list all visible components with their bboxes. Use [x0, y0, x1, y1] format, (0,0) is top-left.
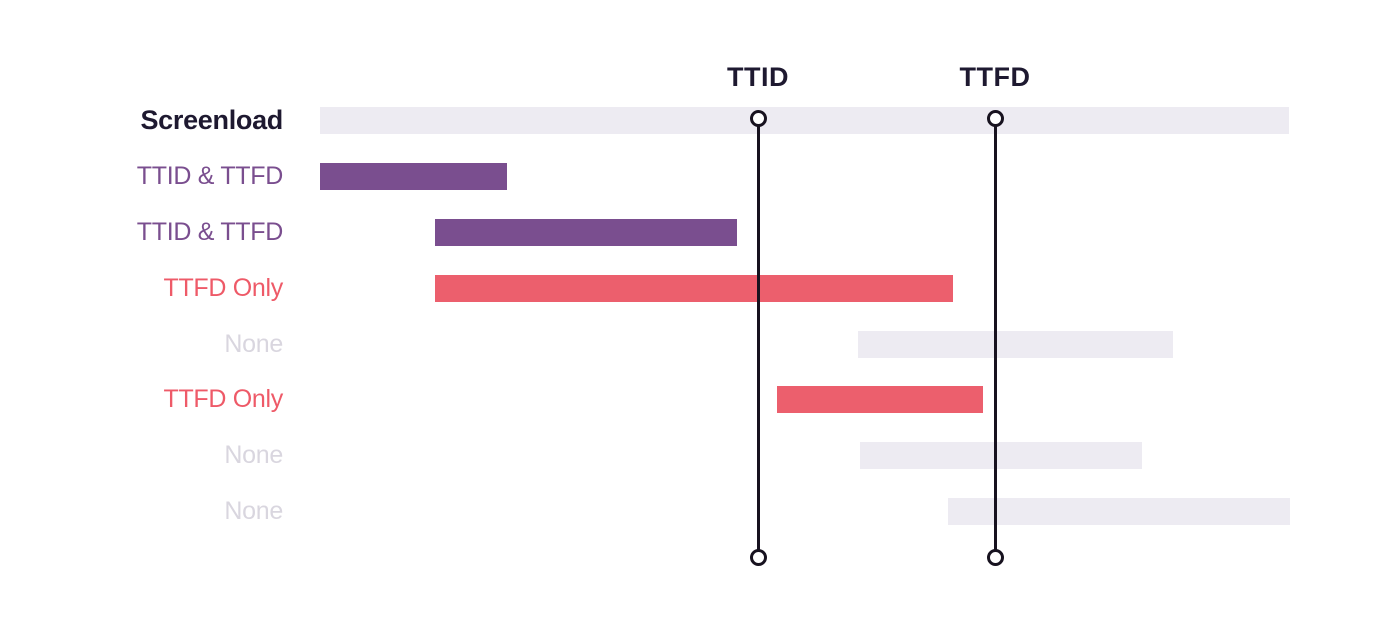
row-label: TTFD Only — [163, 274, 283, 302]
span-bar — [860, 442, 1142, 469]
row-label: None — [224, 441, 283, 469]
row-label: None — [224, 497, 283, 525]
timeline-row: TTID & TTFD — [0, 163, 1400, 190]
span-bar — [858, 331, 1173, 358]
row-label: None — [224, 330, 283, 358]
marker-label-ttid: TTID — [727, 62, 789, 92]
marker-start-circle-ttfd — [986, 109, 1004, 127]
timeline-row: TTFD Only — [0, 386, 1400, 413]
span-bar — [777, 386, 983, 413]
marker-line-ttfd — [993, 118, 997, 557]
row-label: TTID & TTFD — [136, 218, 284, 246]
marker-end-circle-ttid — [749, 548, 767, 566]
span-bar — [320, 107, 1289, 134]
span-bar — [948, 498, 1290, 525]
row-label: TTFD Only — [163, 385, 283, 413]
span-bar — [435, 219, 737, 246]
marker-label-ttfd: TTFD — [959, 62, 1031, 92]
row-label: TTID & TTFD — [136, 162, 284, 190]
timeline-row: TTFD Only — [0, 275, 1400, 302]
marker-end-circle-ttfd — [986, 548, 1004, 566]
timeline-row: None — [0, 442, 1400, 469]
timeline-row: None — [0, 498, 1400, 525]
timeline-row: TTID & TTFD — [0, 219, 1400, 246]
span-bar — [320, 163, 507, 190]
row-label: Screenload — [140, 105, 283, 135]
timeline-row: None — [0, 331, 1400, 358]
marker-line-ttid — [756, 118, 760, 557]
marker-start-circle-ttid — [749, 109, 767, 127]
span-bar — [435, 275, 953, 302]
timeline-row: Screenload — [0, 107, 1400, 134]
